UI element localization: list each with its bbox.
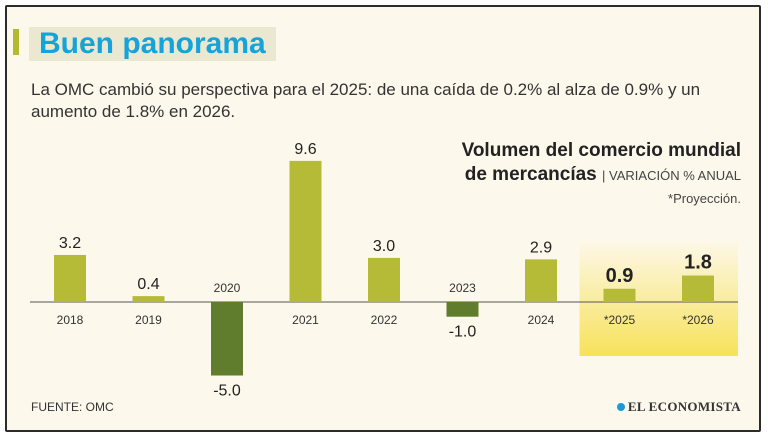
logo-dot-icon (616, 403, 625, 411)
category-label-2020: 2020 (214, 281, 241, 295)
bar-2024 (525, 259, 557, 302)
bar-2021 (289, 160, 322, 302)
category-label-2021: 2021 (292, 313, 319, 327)
value-label-2018: 3.2 (59, 235, 81, 252)
publisher-logo: EL ECONOMISTA (616, 399, 741, 415)
category-label-2018: 2018 (57, 313, 84, 327)
category-label-2024: 2024 (528, 313, 555, 327)
bar-*2025 (603, 288, 636, 302)
bar-2020 (211, 302, 243, 376)
value-label-*2025: 0.9 (606, 265, 634, 287)
logo-text: EL ECONOMISTA (627, 399, 741, 414)
bar-2019 (132, 296, 165, 302)
category-label-2019: 2019 (135, 313, 162, 327)
value-label-2022: 3.0 (373, 238, 395, 255)
category-label-2023: 2023 (449, 281, 476, 295)
page-title: Buen panorama (29, 27, 276, 61)
chart-title: Volumen del comercio mundial de mercancí… (461, 140, 741, 185)
value-label-2020: -5.0 (213, 383, 241, 400)
category-label-2022: 2022 (371, 313, 398, 327)
source-label: FUENTE: OMC (31, 400, 114, 414)
value-label-2023: -1.0 (449, 324, 477, 341)
bar-2023 (446, 302, 479, 317)
value-label-*2026: 1.8 (684, 252, 712, 274)
bar-*2026 (682, 275, 714, 302)
category-label-*2026: *2026 (682, 313, 714, 327)
value-label-2019: 0.4 (137, 276, 159, 293)
chart-title-line2: de mercancías (464, 164, 597, 185)
chart-title-line1: Volumen del comercio mundial (461, 140, 741, 161)
chart-unit: VARIACIÓN % ANUAL (609, 168, 741, 183)
page-subtitle: La OMC cambió su perspectiva para el 202… (31, 80, 701, 121)
projection-note: *Proyección. (668, 191, 741, 206)
category-label-*2025: *2025 (604, 313, 636, 327)
bar-2018 (54, 254, 86, 302)
value-label-2021: 9.6 (294, 141, 316, 158)
bar-2022 (368, 257, 400, 302)
value-label-2024: 2.9 (530, 239, 552, 256)
title-accent-bar (13, 29, 19, 55)
infographic-card: Buen panorama La OMC cambió su perspecti… (5, 5, 761, 432)
projection-highlight (579, 238, 738, 356)
